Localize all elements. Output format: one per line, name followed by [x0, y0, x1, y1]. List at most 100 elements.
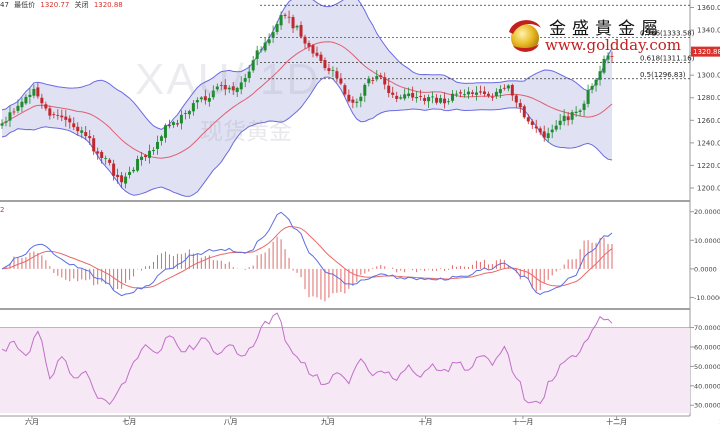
candle-body	[215, 86, 219, 90]
candle-body	[335, 71, 339, 79]
candle-body	[415, 96, 419, 99]
candle-body	[419, 96, 423, 97]
y-tick-label: 1260.00	[697, 117, 720, 125]
candle-body	[371, 80, 375, 81]
candle-body	[379, 75, 383, 78]
close-label: 关闭	[74, 1, 89, 9]
ohlc-readout: 47 最低价 1320.77 关闭 1320.88	[0, 0, 126, 10]
candle-body	[40, 97, 44, 104]
candle-body	[303, 36, 307, 44]
x-tick-label: 六月	[25, 417, 39, 425]
candle-body	[550, 129, 554, 133]
candle-body	[108, 159, 112, 163]
y-tick-label: 60.0000	[694, 343, 720, 351]
gold-coin-swirl-icon	[509, 20, 541, 52]
candle-body	[514, 95, 518, 103]
x-tick-label: 七月	[122, 417, 136, 425]
y-tick-label: 1240.00	[697, 139, 720, 147]
candle-body	[191, 103, 195, 112]
x-tick-label: 九月	[321, 417, 335, 425]
candle-body	[562, 115, 566, 122]
fib-level-label: 0.786(1333.58)	[640, 29, 695, 37]
candle-body	[259, 49, 263, 51]
candle-body	[542, 131, 546, 138]
candle-body	[4, 121, 8, 123]
goldday-logo: 金盛貴金屬 www.goldday.com	[505, 16, 705, 56]
candle-body	[570, 112, 574, 120]
candle-body	[56, 115, 60, 116]
logo-chinese: 金盛貴金屬	[549, 19, 664, 39]
candle-body	[530, 121, 534, 126]
candle-body	[494, 91, 498, 97]
candle-body	[211, 90, 215, 98]
y-tick-label: 1340.00	[697, 27, 720, 35]
candle-body	[546, 133, 550, 139]
candle-body	[323, 60, 327, 69]
macd-panel-label: 2	[0, 206, 5, 214]
candle-body	[462, 94, 466, 96]
candle-body	[247, 71, 251, 79]
y-tick-label: 1220.00	[697, 162, 720, 170]
candle-body	[578, 110, 582, 112]
candle-body	[175, 123, 179, 125]
candle-body	[375, 76, 379, 80]
candle-body	[76, 126, 80, 132]
candle-body	[140, 156, 144, 161]
candle-body	[526, 117, 530, 122]
candle-body	[518, 103, 522, 108]
logo-url: www.goldday.com	[545, 36, 681, 54]
candle-body	[407, 93, 411, 97]
candle-body	[367, 78, 371, 84]
candle-body	[231, 86, 235, 91]
candle-body	[359, 96, 363, 102]
y-tick-label: 50.0000	[694, 363, 720, 371]
candle-body	[72, 123, 76, 128]
candle-body	[112, 163, 116, 176]
candle-body	[391, 92, 395, 95]
candle-body	[199, 97, 203, 100]
candle-body	[534, 126, 538, 129]
candle-body	[319, 54, 323, 61]
candle-body	[68, 118, 72, 123]
candle-body	[152, 150, 156, 152]
last-price-tag	[691, 46, 720, 57]
y-tick-label: 20.0000	[694, 208, 720, 216]
candle-body	[498, 89, 502, 94]
y-tick-label: 70.0000	[694, 324, 720, 332]
candle-body	[179, 114, 183, 124]
candle-body	[606, 55, 610, 60]
candle-body	[439, 98, 443, 103]
candle-body	[223, 84, 227, 90]
last-price-label: 1320.88	[693, 48, 720, 56]
candle-body	[64, 116, 68, 120]
candle-body	[227, 87, 231, 90]
candle-body	[0, 123, 4, 126]
candle-body	[554, 125, 558, 130]
candle-body	[490, 96, 494, 98]
candle-body	[590, 86, 594, 90]
candle-body	[331, 70, 335, 71]
candle-body	[574, 111, 578, 113]
y-tick-label: 0.0000	[694, 265, 717, 273]
candle-body	[470, 92, 474, 94]
candle-body	[363, 84, 367, 96]
low-label: 最低价	[14, 1, 36, 9]
y-tick-label: 10.0000	[694, 237, 720, 245]
candle-body	[482, 91, 486, 94]
candle-body	[558, 120, 562, 125]
candle-body	[8, 112, 12, 121]
watermark-ticker: XAU/ 1D	[135, 55, 321, 104]
candle-body	[602, 58, 606, 73]
candle-body	[100, 151, 104, 159]
bollinger-lower-line	[1, 76, 613, 197]
candle-body	[163, 125, 167, 138]
candle-body	[478, 91, 482, 93]
x-tick-label: 十二月	[606, 417, 627, 425]
candle-body	[207, 98, 211, 102]
candle-body	[594, 79, 598, 86]
close-value: 1320.88	[93, 1, 123, 9]
candle-body	[144, 155, 148, 158]
candle-body	[12, 111, 16, 113]
candle-body	[538, 128, 542, 133]
